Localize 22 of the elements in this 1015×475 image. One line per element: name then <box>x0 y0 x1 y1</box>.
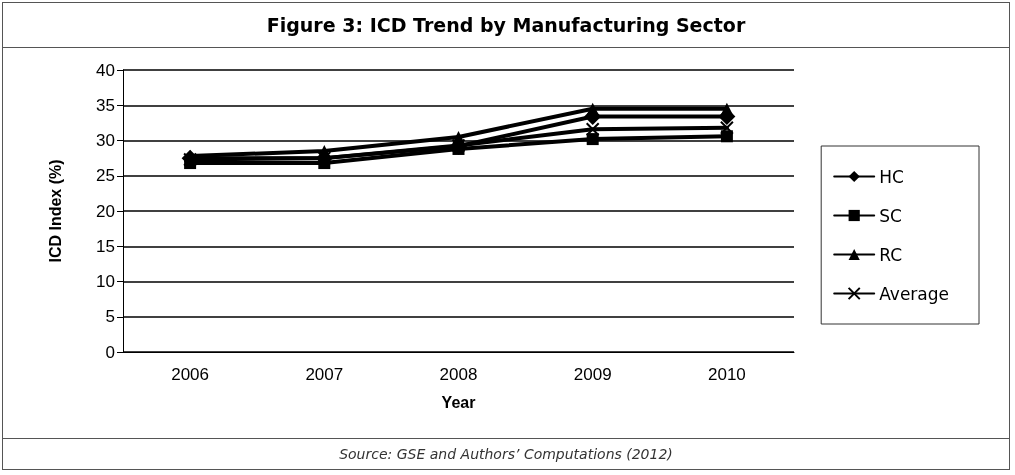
x-tick-label: 2010 <box>707 365 746 384</box>
x-tick-label: 2008 <box>439 365 478 384</box>
legend-label: SC <box>879 205 902 226</box>
y-tick-label: 35 <box>96 95 115 115</box>
x-axis-title: Year <box>441 393 476 411</box>
y-tick-label: 25 <box>96 166 115 186</box>
y-tick-label: 40 <box>96 60 115 80</box>
y-tick-label: 20 <box>96 201 115 221</box>
y-tick-label: 0 <box>105 342 115 362</box>
y-tick-label: 15 <box>96 236 115 256</box>
legend-label: HC <box>879 166 904 187</box>
legend-label: Average <box>879 283 949 304</box>
x-tick-label: 2007 <box>305 365 344 384</box>
x-tick-label: 2006 <box>171 365 210 384</box>
source-note: Source: GSE and Authors’ Computations (2012) <box>3 438 1009 469</box>
chart-title: Figure 3: ICD Trend by Manufacturing Sector <box>3 3 1009 48</box>
legend-label: RC <box>879 244 903 265</box>
y-tick-label: 10 <box>96 272 115 291</box>
y-tick-label: 30 <box>96 131 115 150</box>
y-axis-title: ICD Index (%) <box>46 159 64 263</box>
x-tick-label: 2009 <box>573 365 612 384</box>
y-tick-label: 5 <box>105 307 115 327</box>
